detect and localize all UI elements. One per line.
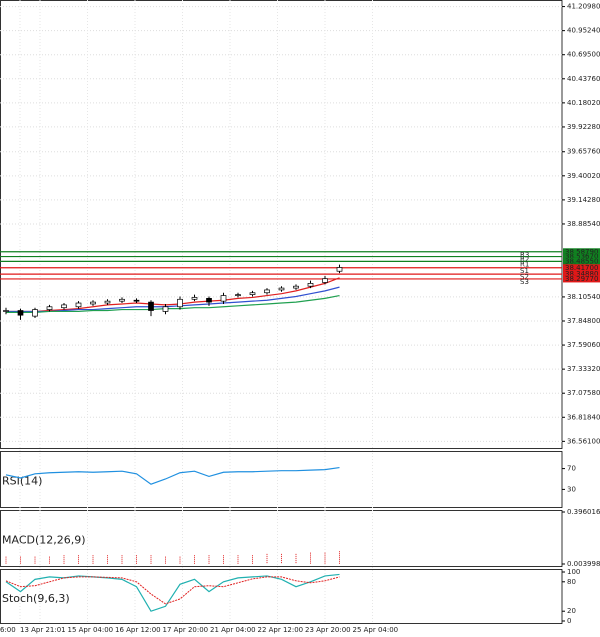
candle-body — [206, 298, 212, 303]
x-tick-label: 21 Apr 04:00 — [210, 626, 256, 634]
candle-body — [249, 292, 256, 295]
candle-body — [3, 310, 9, 312]
pivot-name: R1 — [520, 260, 529, 268]
candle-body — [90, 301, 96, 305]
pivot-name: S1 — [520, 267, 529, 275]
candle-body — [162, 306, 169, 312]
moving-average — [6, 286, 340, 313]
x-tick-label: 25 Apr 04:00 — [353, 626, 399, 634]
panel-frame — [0, 510, 563, 567]
candle-body — [336, 267, 343, 272]
candle-body — [264, 289, 270, 294]
candle-body — [46, 306, 53, 310]
pivot-price-label: 38.29770 — [565, 275, 598, 283]
candle-body — [235, 294, 241, 296]
y-tick-label: 39.14280 — [567, 196, 600, 204]
y-tick-label: 0.003998 — [567, 560, 600, 568]
y-tick-label: 39.40020 — [567, 172, 600, 180]
y-tick-label: 36.56100 — [567, 437, 600, 445]
y-tick-label: 37.07580 — [567, 389, 600, 397]
pivot-price-box — [563, 253, 600, 261]
candle-body — [322, 278, 328, 283]
x-tick-label: 22 Apr 12:00 — [258, 626, 304, 634]
y-tick-label: 40.69500 — [567, 51, 600, 59]
y-tick-label: 36.81840 — [567, 413, 600, 421]
candle-body — [61, 304, 67, 309]
x-tick-label: 16 Apr 12:00 — [115, 626, 161, 634]
y-tick-label: 38.88540 — [567, 220, 600, 228]
stoch-main — [5, 573, 340, 612]
candle-body — [119, 298, 125, 302]
y-tick-label: 80 — [567, 578, 576, 586]
indicator-title: RSI(14) — [2, 475, 42, 488]
y-tick-label: 40.95240 — [567, 27, 600, 35]
pivot-price-label: 38.34880 — [565, 270, 598, 278]
candle-body — [148, 301, 154, 311]
pivot-name: S3 — [520, 278, 529, 286]
panel-frame — [0, 451, 563, 508]
candle-body — [133, 299, 140, 302]
candle-body — [307, 283, 314, 287]
pivot-price-label: 38.53670 — [565, 253, 598, 261]
pivot-price-label: 38.41700 — [565, 264, 598, 272]
indicator-title: MACD(12,26,9) — [2, 534, 86, 547]
moving-average — [6, 294, 340, 313]
indicator-title: Stoch(9,6,3) — [2, 592, 70, 605]
x-tick-label: 6:00 — [0, 626, 16, 634]
x-tick-label: 23 Apr 20:00 — [305, 626, 351, 634]
candle-body — [293, 285, 299, 289]
candle-body — [191, 297, 198, 300]
pivot-name: R2 — [520, 256, 529, 264]
y-tick-label: 0 — [567, 617, 571, 625]
y-tick-label: 38.10540 — [567, 293, 600, 301]
y-tick-label: 20 — [567, 607, 576, 615]
stoch-signal — [5, 576, 340, 605]
y-tick-label: 39.92280 — [567, 123, 600, 131]
pivot-price-box — [563, 275, 600, 283]
x-tick-label: 13 Apr 21:01 — [20, 626, 66, 634]
pivot-price-label: 38.48550 — [565, 257, 598, 265]
y-tick-label: 37.33320 — [567, 365, 600, 373]
rsi-line — [5, 466, 340, 485]
pivot-name: R3 — [520, 251, 529, 259]
panel-frame — [0, 569, 563, 624]
candle-body — [32, 309, 38, 317]
moving-average — [6, 277, 340, 313]
panel-frame — [0, 0, 563, 449]
y-tick-label: 100 — [567, 568, 580, 576]
y-tick-label: 40.43760 — [567, 75, 600, 83]
y-tick-label: 39.65760 — [567, 148, 600, 156]
pivot-price-box — [563, 257, 600, 265]
candle-body — [17, 310, 24, 316]
pivot-price-box — [563, 248, 600, 256]
y-tick-label: 40.18020 — [567, 99, 600, 107]
y-tick-label: 30 — [567, 485, 576, 493]
pivot-price-box — [563, 264, 600, 272]
y-tick-label: 37.84800 — [567, 317, 600, 325]
candle-body — [104, 300, 111, 304]
y-tick-label: 41.20980 — [567, 3, 600, 11]
pivot-price-box — [563, 270, 600, 278]
pivot-price-label: 38.58790 — [565, 248, 598, 256]
x-tick-label: 15 Apr 04:00 — [68, 626, 114, 634]
y-tick-label: 0.396016 — [567, 508, 600, 516]
candle-body — [75, 302, 82, 308]
candle-body — [220, 295, 227, 302]
pivot-name: S2 — [520, 273, 529, 281]
candle-body — [278, 287, 285, 291]
y-tick-label: 37.59060 — [567, 341, 600, 349]
candle-body — [177, 298, 183, 308]
y-tick-label: 70 — [567, 465, 576, 473]
x-tick-label: 17 Apr 20:00 — [163, 626, 209, 634]
